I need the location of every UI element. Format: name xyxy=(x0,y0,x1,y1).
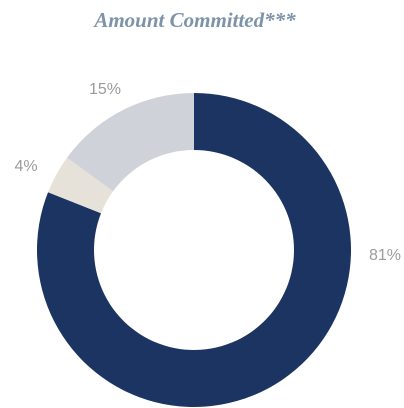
donut-segment xyxy=(36,93,352,407)
chart-title: Amount Committed*** xyxy=(92,8,296,32)
donut-segment xyxy=(66,93,194,192)
value-label: 4% xyxy=(14,158,37,175)
value-label: 15% xyxy=(89,81,121,98)
value-label: 81% xyxy=(369,247,401,264)
donut-segment xyxy=(48,157,114,214)
